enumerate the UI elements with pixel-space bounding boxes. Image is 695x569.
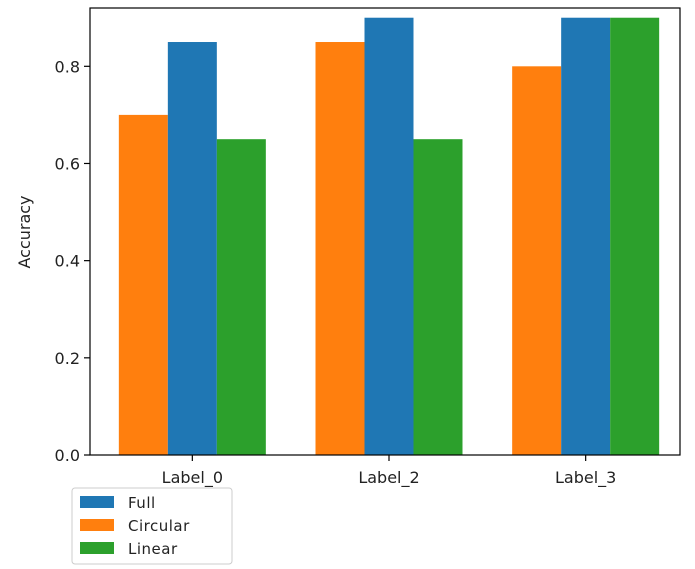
bar-full-label_2 — [364, 17, 414, 455]
legend: Full Circular Linear — [71, 487, 233, 565]
legend-swatch-full — [80, 496, 114, 508]
y-tick-label: 0.2 — [55, 349, 80, 368]
x-tick-label-label_3: Label_3 — [555, 468, 616, 488]
legend-swatch-circular — [80, 519, 114, 531]
y-axis: 0.0 0.2 0.4 0.6 0.8 — [55, 57, 90, 465]
bar-linear-label_0 — [216, 139, 266, 455]
legend-label-circular: Circular — [128, 517, 190, 535]
legend-label-full: Full — [128, 494, 156, 512]
bar-circular-label_0 — [118, 114, 168, 456]
bar-full-label_0 — [167, 42, 217, 456]
plot-frame — [89, 7, 681, 456]
x-tick-label-label_2: Label_2 — [358, 468, 419, 488]
y-axis-label: Accuracy — [15, 195, 34, 268]
bar-linear-label_2 — [413, 139, 463, 455]
bar-circular-label_3 — [512, 66, 562, 455]
bar-linear-label_3 — [610, 17, 660, 455]
y-tick-label: 0.6 — [55, 154, 80, 173]
y-tick-label: 0.8 — [55, 57, 80, 76]
x-axis: Label_0 Label_2 Label_3 — [162, 455, 616, 488]
bars-group — [118, 17, 660, 456]
legend-label-linear: Linear — [128, 540, 178, 558]
x-tick-label-label_0: Label_0 — [162, 468, 223, 488]
y-tick-label: 0.0 — [55, 446, 80, 465]
bar-full-label_3 — [561, 17, 611, 455]
y-tick-label: 0.4 — [55, 252, 80, 271]
legend-swatch-linear — [80, 542, 114, 554]
bar-circular-label_2 — [315, 42, 365, 456]
